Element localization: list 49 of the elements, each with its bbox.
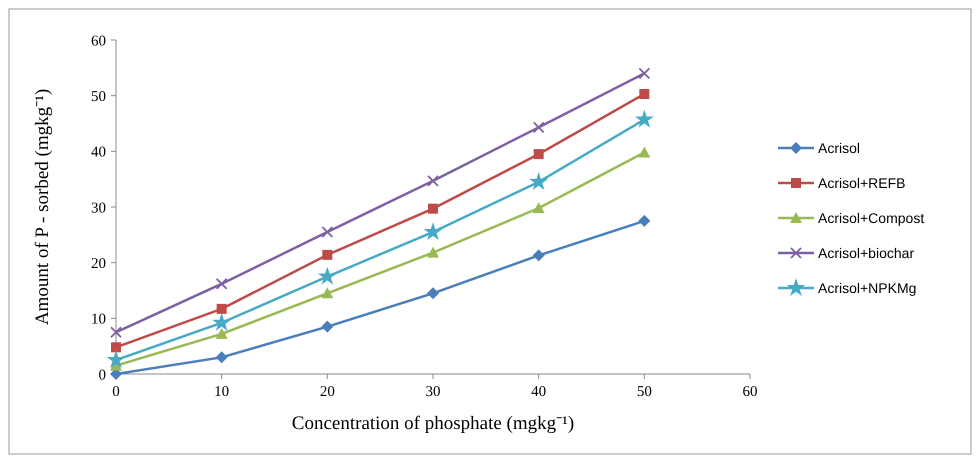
point — [634, 110, 654, 128]
y-tick-label: 10 — [91, 312, 106, 328]
point — [638, 68, 650, 80]
point — [532, 121, 545, 134]
y-tick-label: 20 — [91, 256, 106, 272]
point — [106, 350, 126, 368]
point — [216, 328, 228, 339]
legend-label: Acrisol+Compost — [818, 210, 924, 226]
point — [428, 204, 438, 214]
point — [424, 222, 442, 240]
point — [638, 146, 650, 158]
point — [318, 266, 337, 285]
point — [534, 149, 544, 160]
x-tick-label: 50 — [636, 384, 652, 400]
y-tick-label: 0 — [98, 367, 106, 384]
point — [532, 249, 545, 262]
x-tick-label: 10 — [214, 384, 230, 400]
point — [212, 312, 232, 331]
point — [427, 287, 439, 300]
point — [321, 226, 334, 238]
point — [216, 278, 228, 290]
y-tick-label: 30 — [91, 200, 106, 216]
point — [639, 88, 650, 99]
point — [111, 342, 121, 352]
point — [427, 174, 439, 187]
y-tick-label: 40 — [91, 144, 106, 161]
x-tick-label: 20 — [320, 384, 335, 400]
x-tick-label: 0 — [112, 384, 120, 400]
point — [427, 246, 439, 258]
y-axis-title: Amount of P - sorbed (mgkg⁻¹) — [32, 88, 53, 326]
legend-label: Acrisol+NPKMg — [818, 280, 916, 296]
legend-label: Acrisol — [818, 140, 860, 156]
point — [638, 214, 650, 227]
point — [321, 320, 334, 333]
y-tick-label: 60 — [91, 33, 106, 50]
point — [529, 172, 548, 190]
x-tick-label: 30 — [426, 384, 440, 400]
x-tick-label: 60 — [742, 384, 758, 400]
x-axis-title: Concentration of phosphate (mgkg⁻¹) — [292, 413, 574, 434]
point — [110, 326, 122, 338]
x-tick-label: 40 — [531, 384, 546, 400]
point — [322, 250, 332, 260]
legend-label: Acrisol+biochar — [818, 244, 914, 261]
point — [532, 202, 545, 214]
point — [216, 304, 227, 314]
point — [321, 287, 334, 298]
point — [216, 351, 228, 364]
legend-label: Acrisol+REFB — [818, 174, 906, 191]
y-tick-label: 50 — [91, 88, 106, 105]
